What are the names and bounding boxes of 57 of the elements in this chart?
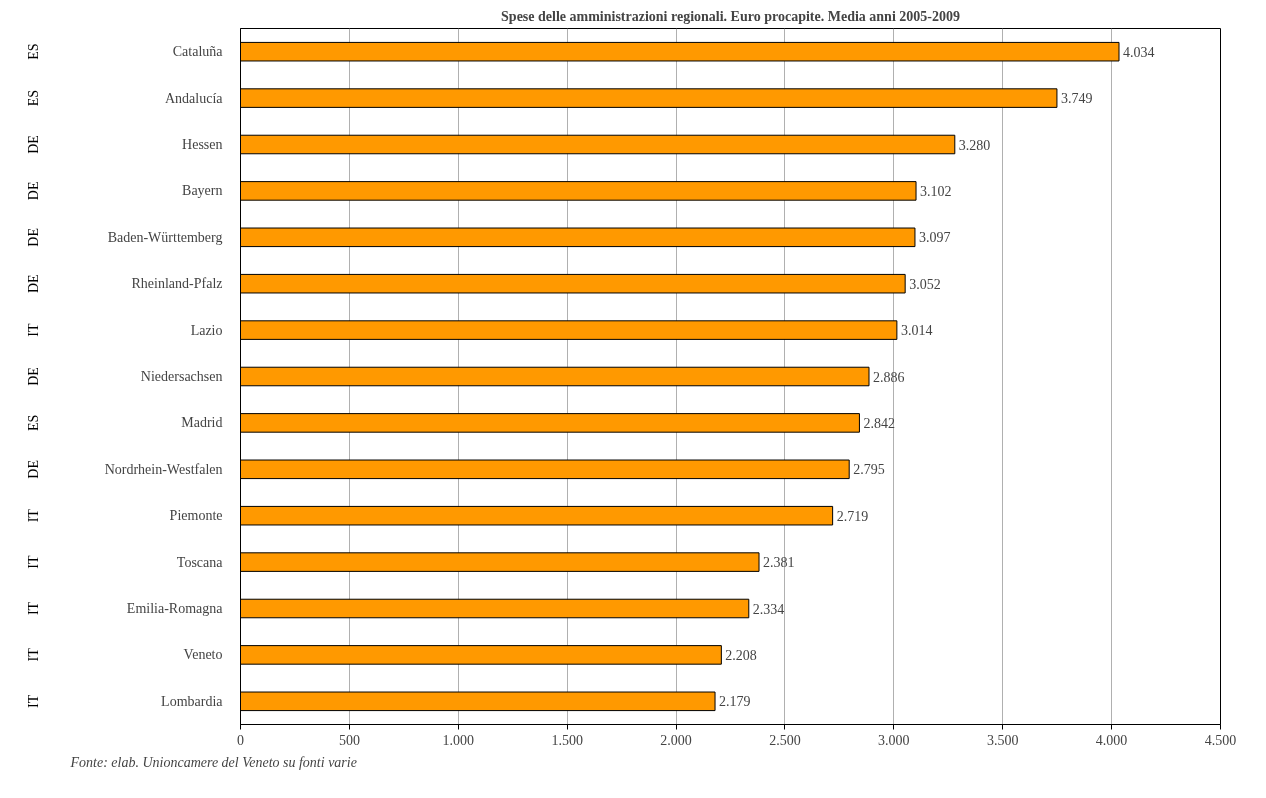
text: DE: [25, 181, 41, 201]
data-label: 2.334: [752, 601, 785, 617]
data-label: 2.381: [763, 555, 795, 571]
data-label: 2.719: [836, 508, 869, 524]
data-label: 3.280: [958, 137, 991, 153]
y-tick-label: Hessen: [182, 137, 223, 152]
y-tick-label: Rheinland-Pfalz: [131, 276, 223, 292]
text: IT: [25, 323, 41, 337]
y-tick-label: Lazio: [190, 322, 223, 338]
y-tick-label: Veneto: [183, 647, 223, 663]
data-label: 2.179: [719, 694, 751, 710]
data-label: 3.014: [900, 323, 933, 339]
y-tick-label: Emilia-Romagna: [126, 601, 224, 616]
data-label: 2.795: [853, 462, 885, 478]
y-tick-label: Lombardia: [161, 693, 224, 709]
y-tick-label: Nordrhein-Westfalen: [104, 461, 223, 477]
y-tick-label: Niedersachsen: [140, 369, 223, 384]
x-tick-label: 3.000: [878, 732, 910, 748]
x-tick-label: 2.500: [769, 732, 801, 748]
text: DE: [25, 367, 41, 386]
text: ES: [25, 43, 41, 60]
x-tick-label: 4.500: [1204, 732, 1237, 748]
y-tick-label: Bayern: [182, 183, 223, 199]
y-tick-label: Madrid: [181, 415, 223, 431]
text: ES: [25, 89, 41, 107]
data-label: 3.052: [909, 276, 941, 292]
text: DE: [25, 227, 41, 247]
data-label: 2.842: [863, 415, 895, 431]
y-tick-label: Toscana: [176, 554, 224, 570]
text: IT: [25, 647, 41, 662]
data-label: 4.034: [1123, 44, 1155, 60]
source-note: Fonte: elab. Unioncamere del Veneto su fonti varie: [69, 754, 357, 770]
y-tick-label: Andalucía: [164, 90, 224, 106]
text: DE: [25, 135, 41, 154]
x-tick-label: 500: [338, 732, 360, 748]
y-tick-label: Cataluña: [172, 44, 224, 60]
x-tick-label: 2.000: [660, 732, 692, 748]
x-tick-label: 1.000: [442, 732, 475, 748]
data-label: 3.749: [1060, 91, 1093, 107]
x-tick-label: 1.500: [551, 732, 583, 748]
text: IT: [25, 508, 41, 523]
text: IT: [25, 555, 41, 569]
text: DE: [25, 459, 41, 479]
y-tick-label: Baden-Württemberg: [107, 229, 223, 245]
y-tick-label: Piemonte: [169, 508, 223, 524]
text: ES: [25, 414, 41, 432]
data-label: 2.208: [725, 647, 757, 663]
data-label: 3.097: [918, 230, 951, 246]
data-label: 2.886: [873, 369, 905, 385]
data-label: 3.102: [920, 183, 952, 199]
x-tick-label: 4.000: [1095, 732, 1128, 748]
x-tick-label: 0: [237, 732, 244, 748]
text: IT: [25, 694, 41, 708]
chart-title: Spese delle amministrazioni regionali. Euro procapite. Media anni 2005-2009: [501, 8, 960, 24]
text: IT: [25, 601, 41, 616]
x-tick-label: 3.500: [986, 732, 1019, 748]
text: DE: [25, 274, 41, 294]
